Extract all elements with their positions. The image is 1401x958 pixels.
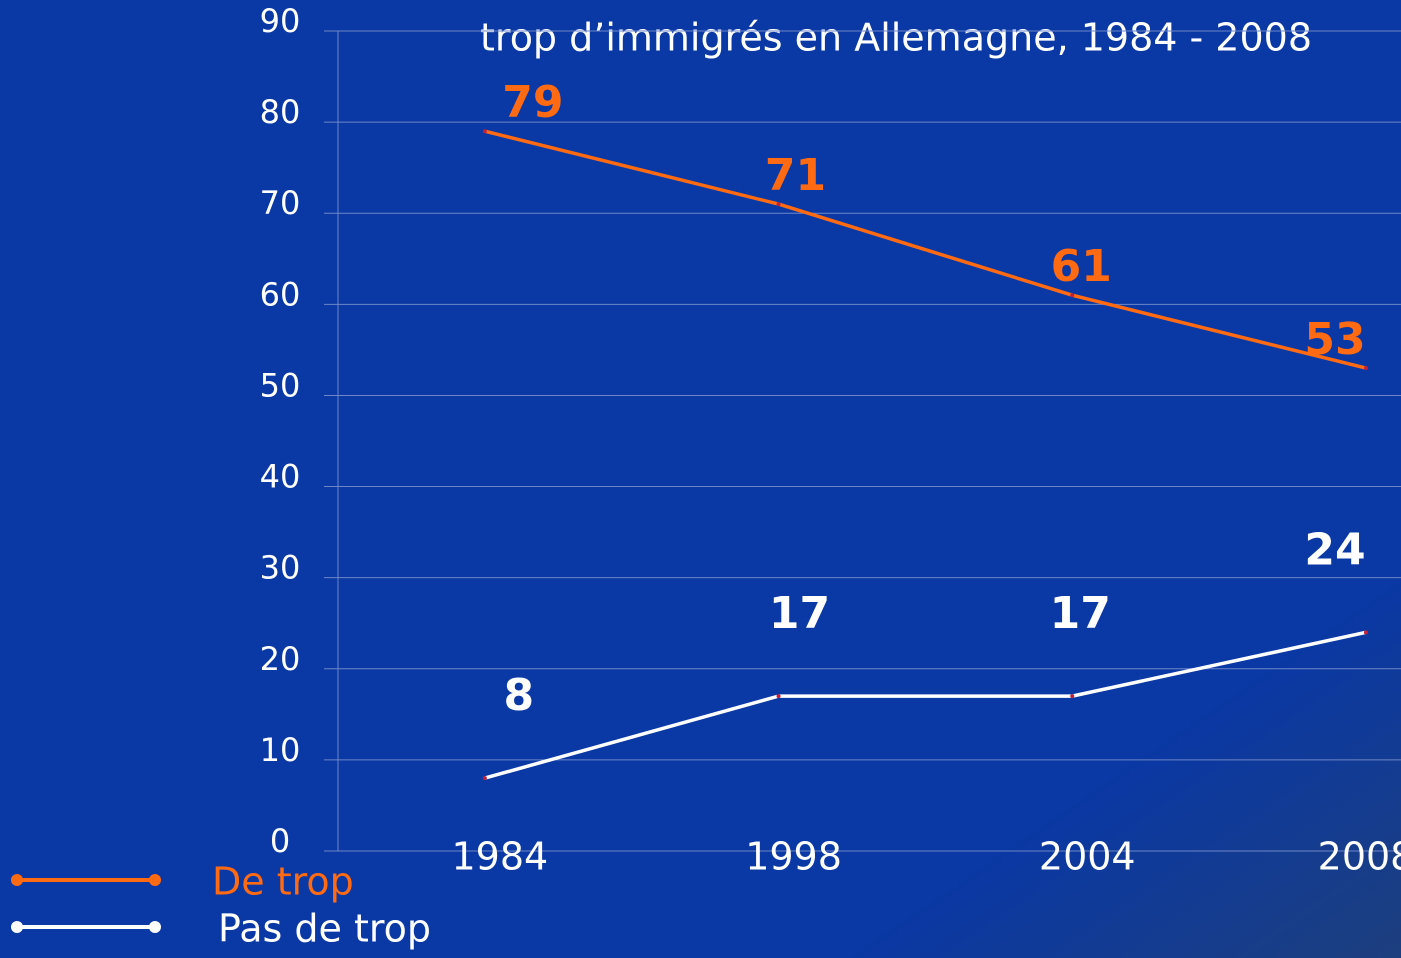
y-tick-label: 50 <box>260 366 301 404</box>
x-tick-label: 1998 <box>745 835 842 879</box>
y-tick-label: 20 <box>260 640 301 678</box>
legend-dot <box>149 874 161 886</box>
line <box>484 129 1367 370</box>
data-label: 79 <box>502 77 563 128</box>
y-tick-label: 40 <box>260 458 301 496</box>
y-tick-label: 80 <box>260 93 301 131</box>
data-label: 61 <box>1051 241 1112 292</box>
data-label: 17 <box>1050 588 1111 639</box>
y-tick-label: 70 <box>260 184 301 222</box>
point <box>1363 630 1368 635</box>
point <box>482 776 487 781</box>
data-label: 24 <box>1304 524 1365 575</box>
y-tick-label: 90 <box>260 2 301 40</box>
legend-label: De trop <box>212 860 354 904</box>
y-tick-label: 10 <box>260 731 301 769</box>
point <box>776 202 781 207</box>
y-tick-label: 30 <box>260 549 301 587</box>
legend-dot <box>11 874 23 886</box>
data-label: 8 <box>504 670 535 721</box>
x-tick-label: 2008 <box>1318 835 1401 879</box>
legend-dot <box>11 921 23 933</box>
point <box>1070 293 1075 298</box>
point <box>1363 366 1368 371</box>
legend-dot <box>149 921 161 933</box>
line <box>484 630 1367 780</box>
legend-label: Pas de trop <box>218 907 431 951</box>
point <box>776 694 781 699</box>
y-tick-label: 60 <box>260 275 301 313</box>
point <box>1070 694 1075 699</box>
x-tick-label: 1984 <box>451 835 548 879</box>
data-label: 17 <box>769 588 830 639</box>
y-tick-label: 0 <box>270 822 290 860</box>
point <box>482 129 487 134</box>
chart-title: trop d’immigrés en Allemagne, 1984 - 200… <box>480 16 1312 60</box>
x-tick-label: 2004 <box>1039 835 1136 879</box>
data-label: 53 <box>1304 314 1365 365</box>
data-label: 71 <box>765 150 826 201</box>
